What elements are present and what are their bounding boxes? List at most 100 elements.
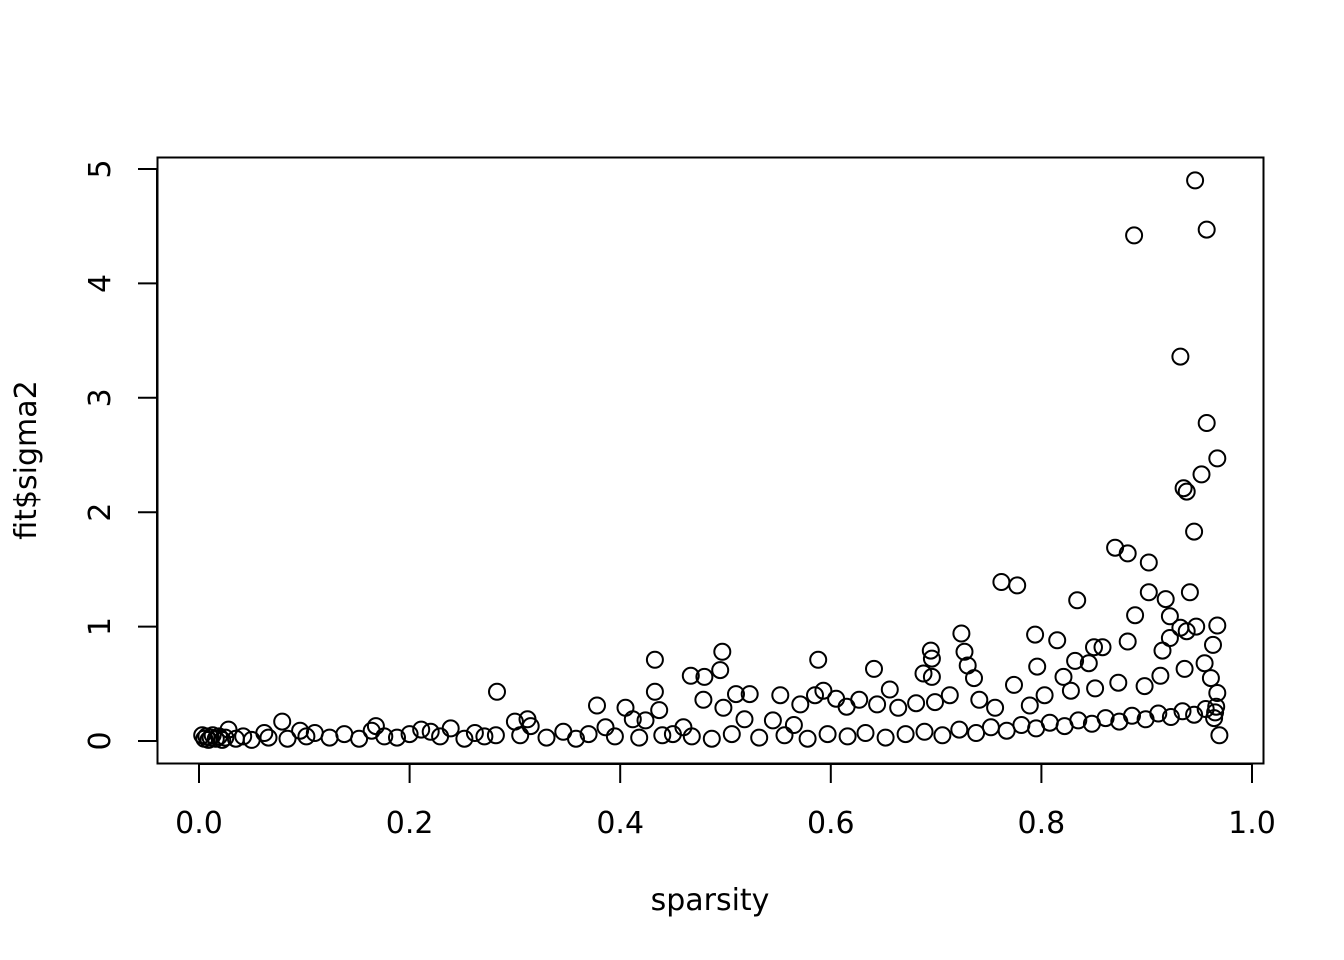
data-point bbox=[1151, 666, 1170, 685]
data-point bbox=[850, 690, 869, 709]
data-point bbox=[278, 729, 297, 748]
data-point bbox=[1206, 703, 1225, 722]
data-point bbox=[955, 642, 974, 661]
data-point bbox=[653, 726, 672, 745]
data-point bbox=[806, 686, 824, 705]
data-point bbox=[1054, 667, 1073, 686]
data-point bbox=[1118, 632, 1137, 651]
data-point bbox=[1186, 171, 1205, 190]
data-point bbox=[1048, 631, 1067, 650]
data-point bbox=[1171, 347, 1190, 366]
data-point bbox=[567, 729, 585, 748]
data-point bbox=[694, 690, 713, 709]
data-point bbox=[798, 729, 817, 748]
data-point bbox=[1204, 635, 1222, 654]
data-point bbox=[1160, 607, 1179, 626]
data-point bbox=[645, 682, 664, 701]
data-point bbox=[1185, 705, 1204, 724]
data-point bbox=[952, 624, 971, 643]
data-point bbox=[1208, 684, 1227, 702]
data-point bbox=[784, 716, 803, 734]
data-point bbox=[865, 659, 883, 678]
data-point bbox=[915, 722, 934, 741]
data-point bbox=[727, 685, 745, 704]
data-point bbox=[1126, 606, 1145, 625]
data-point bbox=[1093, 638, 1112, 657]
data-point bbox=[645, 650, 664, 669]
data-point bbox=[1035, 686, 1054, 705]
data-point bbox=[682, 727, 701, 746]
data-point bbox=[713, 642, 732, 661]
data-point bbox=[1123, 706, 1141, 725]
data-point bbox=[1085, 638, 1103, 657]
data-point bbox=[933, 726, 952, 745]
data-point bbox=[775, 726, 794, 745]
y-tick-label: 4 bbox=[83, 274, 118, 293]
data-point bbox=[579, 725, 598, 744]
data-point bbox=[1156, 590, 1175, 609]
data-point bbox=[1197, 220, 1216, 239]
data-point bbox=[814, 681, 833, 700]
data-point bbox=[388, 728, 406, 747]
data-point bbox=[1208, 449, 1227, 468]
data-point bbox=[400, 725, 419, 744]
x-axis: 0.0 0.2 0.4 0.6 0.8 1.0 bbox=[175, 763, 1276, 841]
data-point bbox=[1185, 522, 1204, 541]
data-point bbox=[818, 725, 837, 744]
data-point bbox=[1079, 654, 1098, 673]
y-axis-title: fit$sigma2 bbox=[9, 380, 44, 539]
y-tick-label: 1 bbox=[83, 617, 118, 636]
y-tick-label: 2 bbox=[83, 503, 118, 522]
data-point bbox=[1068, 591, 1087, 610]
data-point bbox=[876, 728, 895, 747]
data-point bbox=[1139, 553, 1158, 572]
data-point bbox=[273, 712, 292, 731]
data-point bbox=[1109, 673, 1128, 692]
data-point bbox=[1125, 226, 1144, 245]
data-point bbox=[965, 669, 983, 688]
data-point bbox=[350, 729, 369, 748]
data-point bbox=[1139, 583, 1158, 602]
data-point bbox=[970, 690, 989, 709]
data-point bbox=[1020, 696, 1039, 715]
x-tick-label: 0.6 bbox=[807, 806, 855, 841]
data-point bbox=[1195, 654, 1214, 673]
data-point bbox=[421, 722, 440, 741]
data-point bbox=[1208, 616, 1227, 635]
data-point bbox=[297, 727, 316, 746]
data-point bbox=[856, 724, 875, 742]
data-point bbox=[596, 718, 615, 737]
data-point bbox=[511, 726, 530, 745]
data-point bbox=[242, 730, 261, 749]
data-point bbox=[199, 730, 218, 749]
data-point bbox=[711, 661, 730, 680]
data-point bbox=[537, 728, 556, 747]
x-tick-label: 0.0 bbox=[175, 806, 223, 841]
x-tick-label: 0.2 bbox=[386, 806, 434, 841]
data-point bbox=[771, 686, 790, 705]
data-point bbox=[320, 728, 339, 747]
data-point bbox=[838, 727, 857, 746]
x-tick-label: 0.4 bbox=[596, 806, 644, 841]
data-point bbox=[880, 680, 899, 699]
data-point bbox=[475, 727, 494, 746]
x-axis-title: sparsity bbox=[651, 883, 770, 918]
data-point bbox=[588, 696, 606, 715]
data-point bbox=[681, 666, 700, 685]
data-point bbox=[702, 729, 721, 748]
data-point bbox=[210, 727, 228, 746]
data-point bbox=[465, 724, 484, 742]
data-point bbox=[1201, 669, 1220, 688]
data-point bbox=[1197, 414, 1216, 432]
data-point bbox=[950, 720, 969, 739]
x-tick-label: 0.8 bbox=[1018, 806, 1066, 841]
data-point bbox=[623, 710, 642, 729]
data-point bbox=[259, 728, 278, 747]
data-point bbox=[291, 721, 310, 740]
data-point bbox=[1086, 679, 1105, 698]
data-point bbox=[722, 725, 741, 744]
data-point bbox=[809, 650, 828, 669]
data-point bbox=[203, 726, 222, 745]
